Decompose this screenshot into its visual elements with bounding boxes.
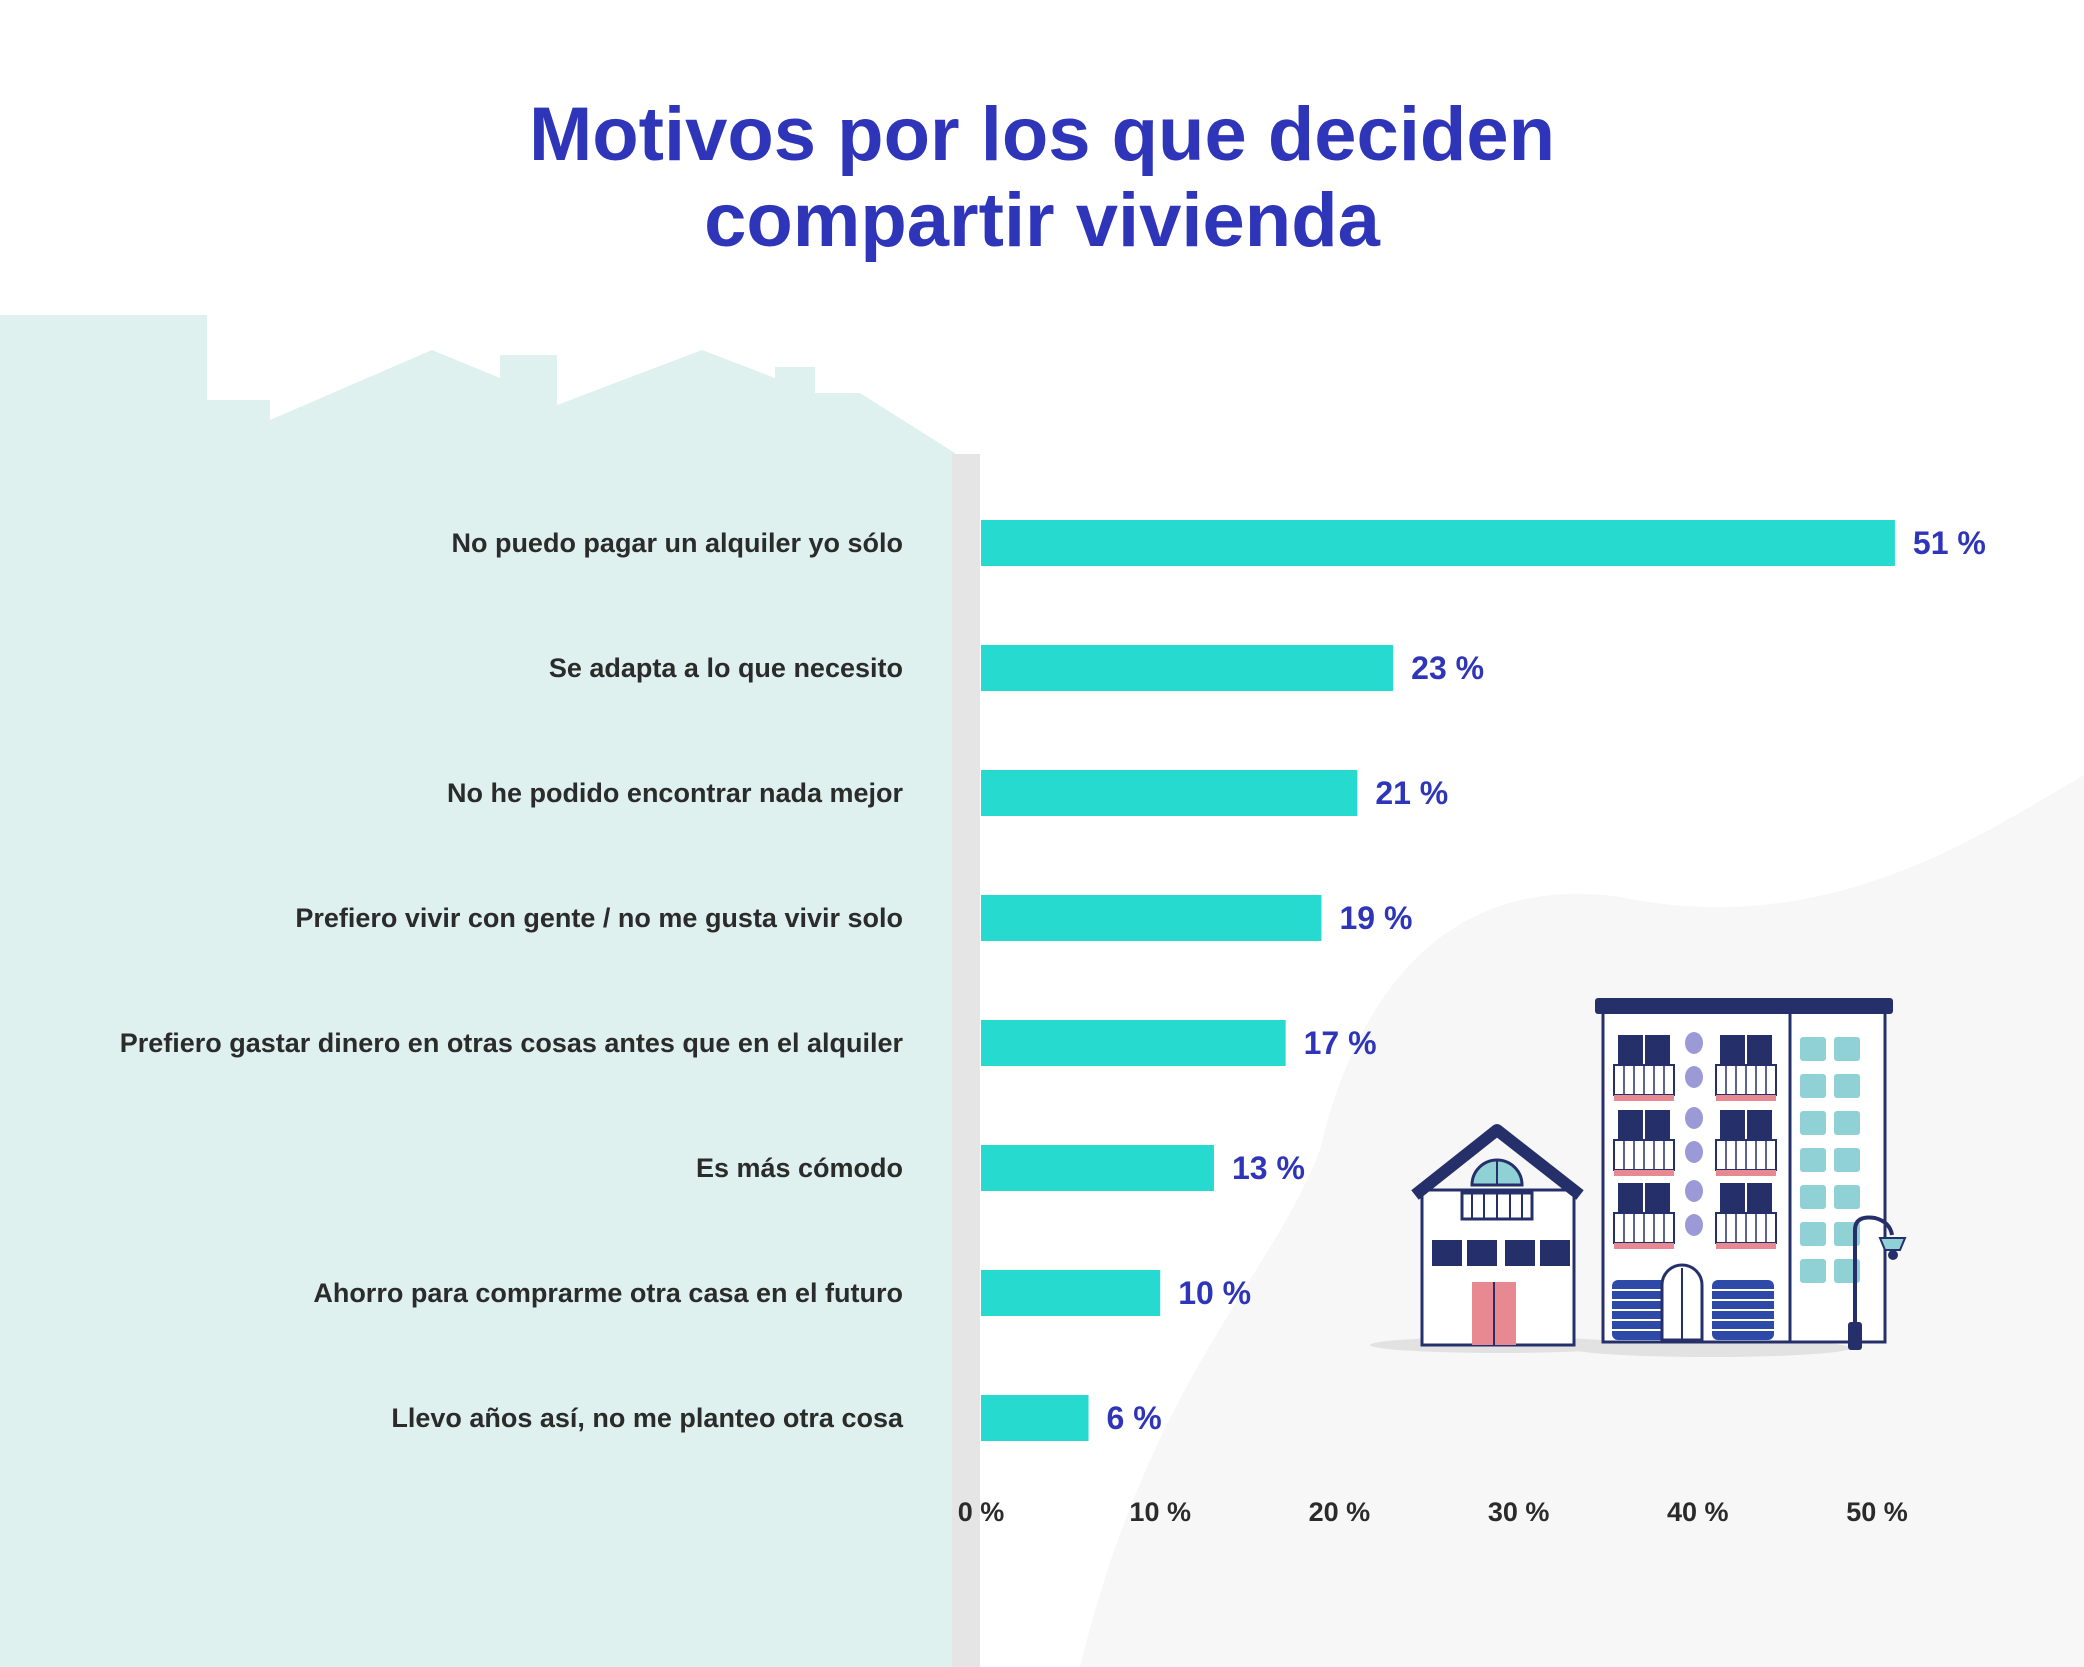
- x-tick-label: 30 %: [1488, 1497, 1550, 1527]
- tower-window: [1834, 1148, 1860, 1172]
- value-label: 6 %: [1107, 1400, 1162, 1436]
- balcony-base: [1716, 1095, 1776, 1101]
- balcony-base: [1716, 1170, 1776, 1176]
- round-window: [1685, 1066, 1703, 1088]
- round-window: [1685, 1214, 1703, 1236]
- chart-title: Motivos por los que deciden compartir vi…: [0, 92, 2084, 264]
- tower-window: [1800, 1037, 1826, 1061]
- x-tick-label: 0 %: [958, 1497, 1005, 1527]
- category-label: No puedo pagar un alquiler yo sólo: [451, 528, 903, 558]
- tower-window: [1834, 1185, 1860, 1209]
- bar: [981, 520, 1895, 566]
- tower-window: [1800, 1185, 1826, 1209]
- round-window: [1685, 1180, 1703, 1202]
- balcony-base: [1614, 1095, 1674, 1101]
- apartment-building: [1595, 998, 1893, 1344]
- axis-band: [952, 454, 980, 1667]
- balcony-base: [1716, 1243, 1776, 1249]
- value-label: 23 %: [1411, 650, 1484, 686]
- value-label: 21 %: [1375, 775, 1448, 811]
- value-label: 51 %: [1913, 525, 1986, 561]
- balcony-base: [1614, 1170, 1674, 1176]
- category-label: Es más cómodo: [696, 1153, 903, 1183]
- tower-window: [1800, 1222, 1826, 1246]
- buildings-illustration: [1370, 998, 1907, 1357]
- category-label: Llevo años así, no me planteo otra cosa: [391, 1403, 904, 1433]
- bar: [981, 1020, 1286, 1066]
- x-tick-label: 50 %: [1846, 1497, 1908, 1527]
- x-tick-label: 10 %: [1129, 1497, 1191, 1527]
- tower-window: [1800, 1148, 1826, 1172]
- bar: [981, 1145, 1214, 1191]
- category-label: Ahorro para comprarme otra casa en el fu…: [313, 1278, 903, 1308]
- tower-window: [1800, 1111, 1826, 1135]
- bar: [981, 645, 1394, 691]
- tower-window: [1834, 1074, 1860, 1098]
- value-label: 13 %: [1232, 1150, 1305, 1186]
- round-window: [1685, 1032, 1703, 1054]
- category-label: Prefiero vivir con gente / no me gusta v…: [295, 903, 903, 933]
- bar: [981, 1395, 1089, 1441]
- small-house: [1411, 1124, 1584, 1347]
- skyline-shape: [0, 315, 955, 1667]
- x-tick-label: 20 %: [1309, 1497, 1371, 1527]
- bars-group: No puedo pagar un alquiler yo sólo 51 % Se…: [120, 520, 1986, 1441]
- x-axis-ticks: 0 % 10 % 20 % 30 % 40 % 50 %: [958, 1497, 1908, 1527]
- tower-window: [1834, 1111, 1860, 1135]
- bar: [981, 1270, 1161, 1316]
- tower-window: [1800, 1259, 1826, 1283]
- street-lamp: [1848, 1215, 1907, 1350]
- category-label: Se adapta a lo que necesito: [549, 653, 903, 683]
- chart-title-line-1: Motivos por los que deciden: [528, 92, 1556, 177]
- value-label: 10 %: [1178, 1275, 1251, 1311]
- value-label: 19 %: [1339, 900, 1412, 936]
- bar: [981, 895, 1322, 941]
- chart-title-line-2: compartir vivienda: [704, 178, 1380, 263]
- balcony-base: [1614, 1243, 1674, 1249]
- value-label: 17 %: [1304, 1025, 1377, 1061]
- tower-window: [1800, 1074, 1826, 1098]
- round-window: [1685, 1141, 1703, 1163]
- category-label: Prefiero gastar dinero en otras cosas an…: [120, 1028, 904, 1058]
- x-tick-label: 40 %: [1667, 1497, 1729, 1527]
- category-label: No he podido encontrar nada mejor: [447, 778, 904, 808]
- tower-window: [1834, 1037, 1860, 1061]
- bar: [981, 770, 1358, 816]
- round-window: [1685, 1107, 1703, 1129]
